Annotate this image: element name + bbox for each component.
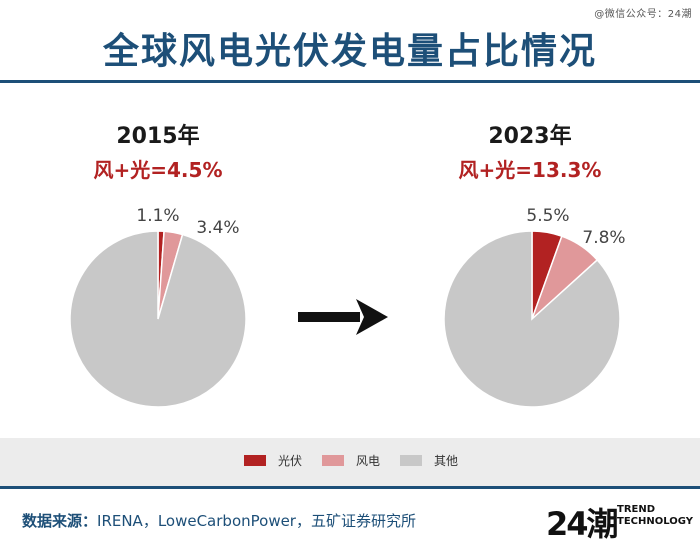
source-note: 数据来源：IRENA，LoweCarbonPower，五矿证券研究所 bbox=[22, 510, 416, 531]
legend-swatch-other bbox=[400, 455, 422, 466]
pie-title: 2023年 bbox=[488, 123, 571, 149]
legend-item-wind: 风电 bbox=[322, 452, 380, 469]
legend-label: 光伏 bbox=[278, 454, 303, 468]
legend-label: 其他 bbox=[434, 454, 459, 468]
pie-slice-other bbox=[443, 230, 621, 408]
logo-mark: 24潮 bbox=[546, 505, 619, 543]
pie-subtitle: 风+光=13.3% bbox=[459, 158, 602, 182]
legend-item-other: 其他 bbox=[400, 452, 458, 469]
legend-swatch-solar bbox=[244, 455, 266, 466]
footer: 数据来源：IRENA，LoweCarbonPower，五矿证券研究所 24潮 T… bbox=[0, 489, 700, 552]
source-text: IRENA，LoweCarbonPower，五矿证券研究所 bbox=[97, 512, 416, 530]
legend-swatch-wind bbox=[322, 455, 344, 466]
data-label-wind: 3.4% bbox=[196, 218, 239, 238]
logo-wordmark: TREND TECHNOLOGY bbox=[617, 504, 693, 528]
top-divider bbox=[0, 80, 700, 83]
bottom-divider bbox=[0, 486, 700, 489]
data-label-wind: 7.8% bbox=[582, 228, 625, 248]
pie-slice-other bbox=[69, 230, 247, 408]
chart-area: 2015年风+光=4.5% 1.1% 3.4% 2023年风+光=13.3% 5.5% 7… bbox=[0, 83, 700, 486]
pie-subtitle: 风+光=4.5% bbox=[94, 158, 223, 182]
legend-label: 风电 bbox=[356, 454, 381, 468]
legend: 光伏 风电 其他 bbox=[0, 438, 700, 486]
logo-line: TECHNOLOGY bbox=[617, 516, 693, 527]
legend-item-solar: 光伏 bbox=[244, 452, 302, 469]
logo-line: TREND bbox=[617, 504, 656, 515]
data-label-solar: 1.1% bbox=[136, 206, 179, 226]
arrow-icon bbox=[298, 299, 388, 335]
source-label: 数据来源： bbox=[22, 512, 98, 530]
page-title: 全球风电光伏发电量占比情况 bbox=[102, 31, 597, 72]
watermark: @微信公众号：24潮 bbox=[594, 9, 692, 20]
pie-title: 2015年 bbox=[116, 123, 199, 149]
data-label-solar: 5.5% bbox=[526, 206, 569, 226]
